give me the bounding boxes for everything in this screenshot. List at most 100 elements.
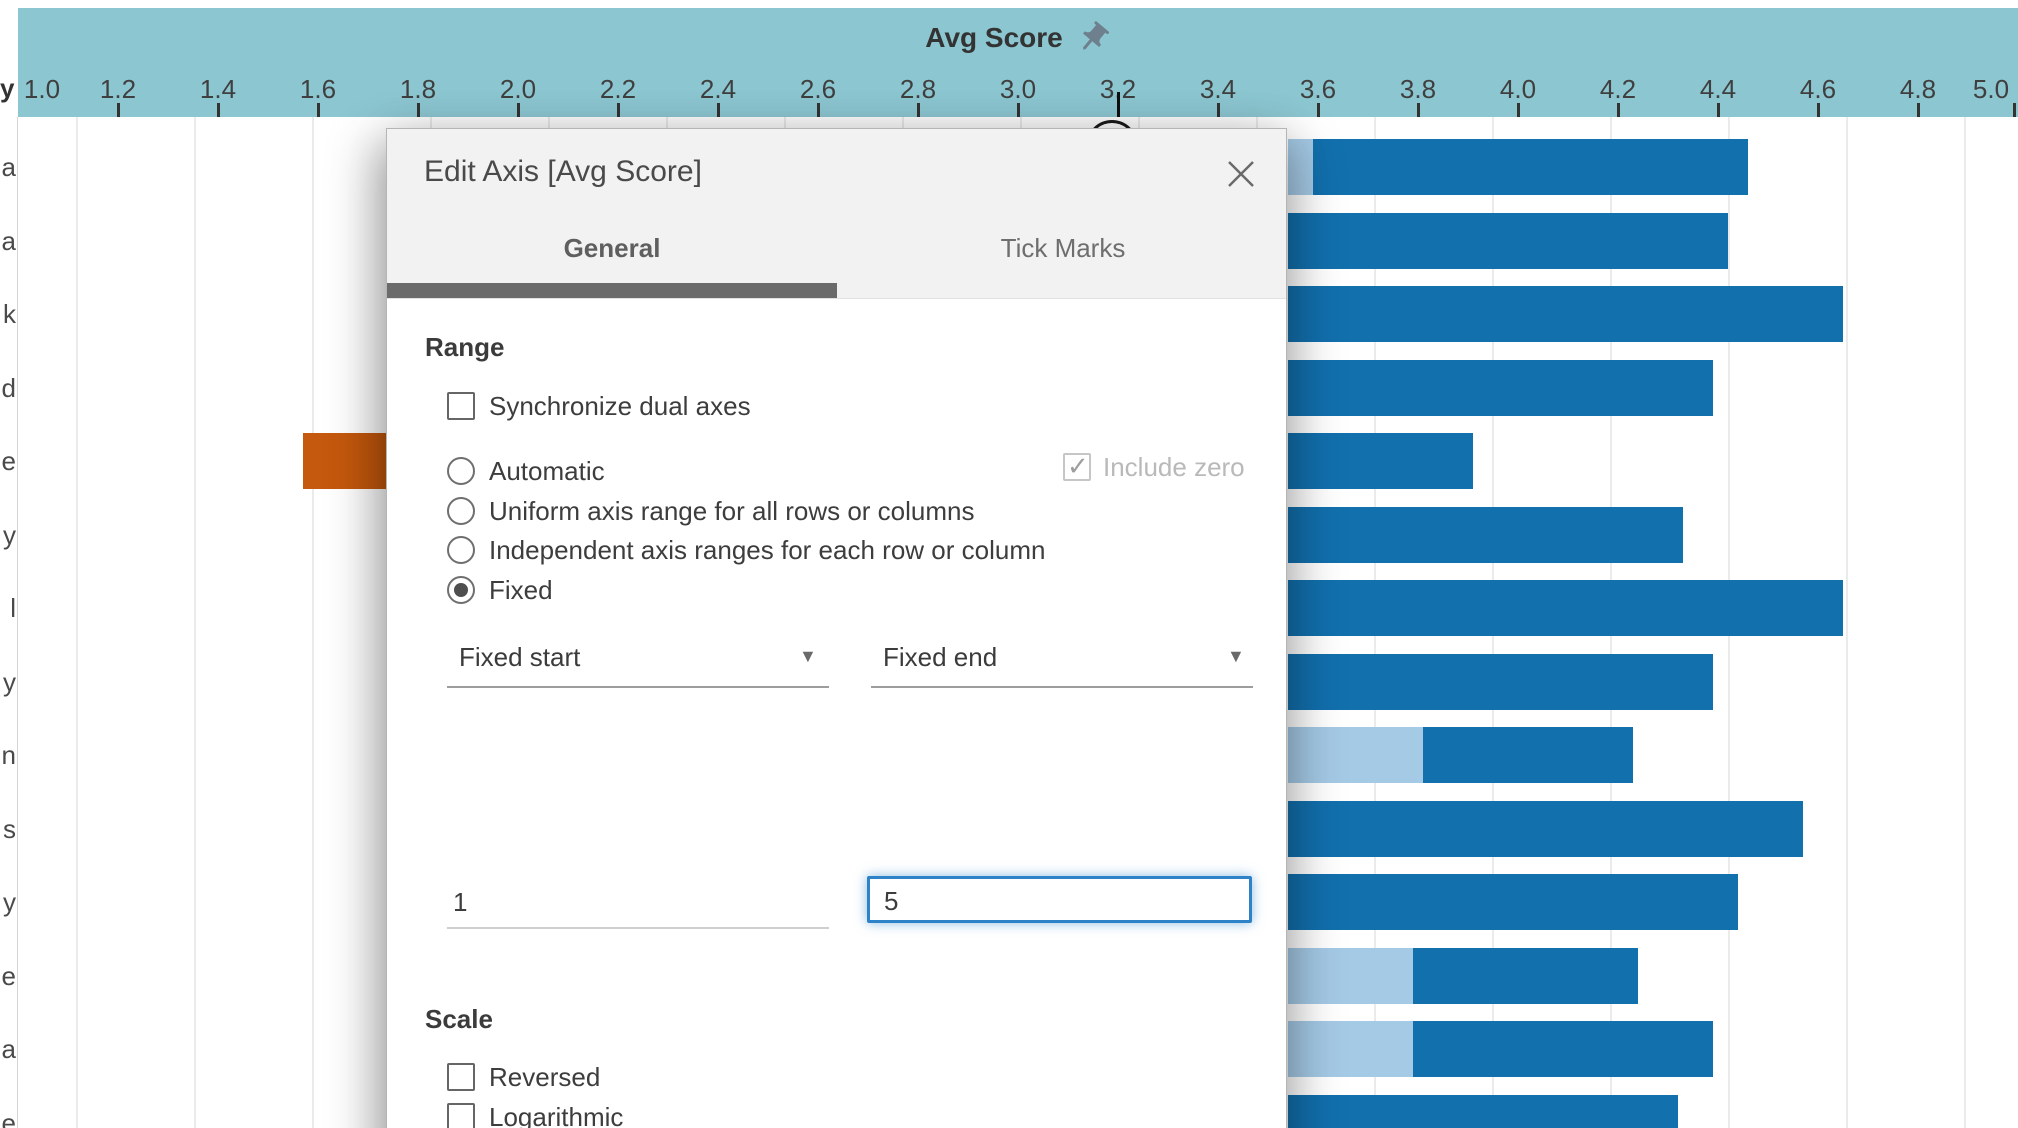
row-label-clipped[interactable]: y [3,887,16,917]
axis-tick-label: 4.6 [1799,74,1837,104]
bar-segment-dark[interactable] [1288,286,1843,342]
axis-header-band[interactable]: Avg Score 1.0 1.2 1.4 1.6 1.8 2.0 2.2 2.4 2.6 2.8… [18,8,2018,117]
axis-tick-label: 3.6 [1299,74,1337,104]
bar-segment-dark[interactable] [1288,800,1803,857]
checkmark-icon: ✓ [1067,451,1089,481]
bar-segment-light[interactable] [1288,947,1413,1004]
uniform-range-radio[interactable] [447,497,475,525]
logarithmic-checkbox[interactable] [447,1103,475,1128]
axis-tick-mark [517,103,520,117]
axis-tick-label: 4.8 [1899,74,1937,104]
fixed-label: Fixed [489,575,553,605]
axis-tick-label: 3.8 [1399,74,1437,104]
automatic-label: Automatic [489,456,605,486]
axis-tick-mark [317,103,320,117]
axis-tick-mark [1217,103,1220,117]
bar-segment-light[interactable] [1288,1021,1413,1077]
gridline [1846,117,1848,1128]
axis-tick-label: 4.4 [1699,74,1737,104]
axis-tick-label: 1.6 [299,74,337,104]
bar-segment-dark[interactable] [1288,1094,1678,1128]
synchronize-dual-axes-checkbox[interactable] [447,392,475,420]
axis-tick-mark [717,103,720,117]
axis-tick-label: 2.8 [899,74,937,104]
axis-tick-label: 1.0 [23,74,61,104]
axis-tick-label: 2.6 [799,74,837,104]
axis-tick-label: 4.2 [1599,74,1637,104]
row-label-clipped[interactable]: s [3,813,16,844]
axis-tick-mark [117,103,120,117]
axis-tick-mark [1417,103,1420,117]
reversed-label: Reversed [489,1062,601,1092]
gridline [1964,117,1966,1128]
fixed-end-input[interactable] [882,885,1236,918]
bar-segment-dark[interactable] [1413,1021,1713,1077]
dialog-header: Edit Axis [Avg Score] General Tick Marks [387,129,1286,299]
fixed-end-dropdown-label[interactable]: Fixed end [883,642,998,672]
axis-tick-label: 1.4 [199,74,237,104]
row-label-clipped[interactable]: d [1,372,16,403]
bar-segment-dark[interactable] [1313,139,1748,195]
axis-tick-label: 1.8 [399,74,437,104]
bar-segment-dark[interactable] [1288,653,1713,710]
chevron-down-icon[interactable]: ▼ [799,646,817,666]
axis-tick-mark [1617,103,1620,117]
row-label-clipped[interactable]: y [3,519,16,550]
row-label-clipped[interactable]: e [1,446,16,476]
independent-range-label: Independent axis ranges for each row or … [489,535,1046,565]
bar-segment-dark[interactable] [1413,947,1638,1004]
bar-segment-dark[interactable] [1288,874,1738,930]
tab-general[interactable]: General [563,233,661,263]
axis-tick-mark [1717,103,1720,117]
axis-tick-mark [1517,103,1520,117]
axis-tick-label: 5.0 [1972,74,2010,104]
fixed-end-input-box [867,876,1252,923]
close-button[interactable] [1222,155,1260,193]
fixed-start-input[interactable] [453,887,823,918]
fixed-end-dropdown-underline [871,686,1253,688]
bar-segment-dark[interactable] [1288,580,1843,636]
dialog-body: Range Synchronize dual axes Automatic ✓ … [387,299,1286,1128]
bar-segment-dark[interactable] [1423,727,1633,783]
automatic-radio[interactable] [447,457,475,485]
chevron-down-icon[interactable]: ▼ [1227,646,1245,666]
bar-segment-dark[interactable] [1288,506,1683,563]
row-label-clipped[interactable]: e [1,960,16,991]
axis-tick-mark [917,103,920,117]
bar-segment-light[interactable] [1288,139,1313,195]
bar-segment-dark[interactable] [1288,212,1728,269]
gridline [76,117,78,1128]
fixed-start-dropdown-underline [447,686,829,688]
scale-heading: Scale [425,1004,493,1034]
bar-segment-light[interactable] [1288,727,1423,783]
fixed-start-dropdown-label[interactable]: Fixed start [459,642,581,672]
independent-range-radio[interactable] [447,536,475,564]
row-label-clipped[interactable]: n [1,740,16,770]
axis-title[interactable]: Avg Score [925,22,1063,53]
row-label-clipped[interactable]: l [10,593,16,623]
bar-segment-dark[interactable] [1288,433,1473,489]
row-label-clipped[interactable]: a [1,1034,16,1064]
axis-tick-label: 2.4 [699,74,737,104]
dialog-title: Edit Axis [Avg Score] [424,155,702,188]
axis-tick-label: 4.0 [1499,74,1537,104]
row-label-clipped[interactable]: a [1,152,16,182]
axis-tick-mark [1017,103,1020,117]
row-label-clipped[interactable]: k [3,299,16,329]
row-label-clipped[interactable]: e [1,1107,16,1128]
axis-title-group: Avg Score [18,20,2018,56]
axis-tick-mark [217,103,220,117]
row-label-column: y a a k d e y l y n s y e a e [0,0,18,1128]
axis-tick-label: 2.2 [599,74,637,104]
axis-tick-mark [617,103,620,117]
tab-tick-marks[interactable]: Tick Marks [1000,233,1126,263]
reversed-checkbox[interactable] [447,1063,475,1091]
bar-segment-orange[interactable] [303,433,388,489]
row-label-clipped[interactable]: y [3,666,16,697]
row-label-clipped[interactable]: a [1,225,16,256]
axis-tick-mark [817,103,820,117]
fixed-radio[interactable] [447,576,475,604]
bar-segment-dark[interactable] [1288,359,1713,416]
gridline [194,117,196,1128]
